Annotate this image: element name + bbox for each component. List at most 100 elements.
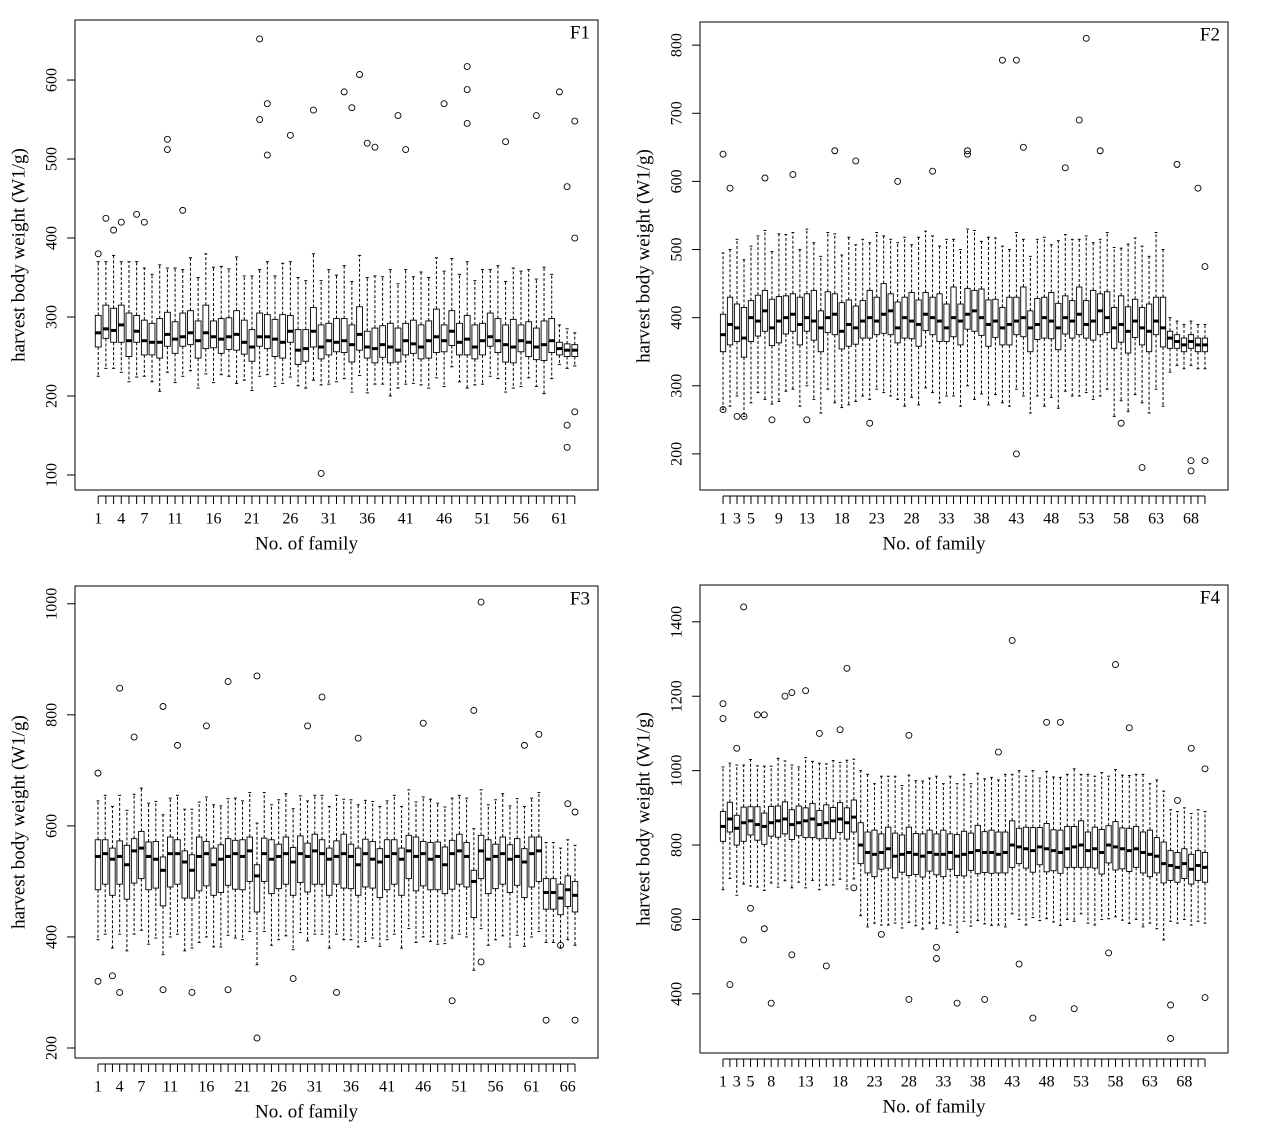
box: [929, 296, 936, 336]
x-tick-label: 51: [451, 1079, 467, 1096]
x-tick-label: 1: [719, 1074, 727, 1091]
x-axis-title: No. of family: [883, 1096, 986, 1117]
box: [1118, 295, 1125, 343]
outlier: [768, 416, 776, 424]
outlier: [964, 147, 971, 155]
outlier: [188, 989, 196, 996]
box: [354, 847, 362, 896]
box: [943, 303, 950, 342]
box: [479, 322, 486, 356]
box: [138, 830, 145, 880]
outlier: [256, 116, 264, 123]
box: [289, 847, 297, 896]
box: [733, 303, 741, 342]
y-tick-label: 200: [44, 384, 61, 408]
outlier: [163, 146, 171, 153]
y-tick-label: 600: [44, 814, 61, 838]
x-tick-label: 41: [379, 1079, 395, 1096]
x-tick-label: 51: [475, 511, 491, 528]
outlier: [371, 143, 379, 151]
outlier: [130, 733, 138, 741]
x-tick-label: 1: [94, 511, 102, 528]
box: [263, 314, 271, 350]
x-axis-title: No. of family: [255, 1101, 358, 1122]
box: [409, 319, 417, 354]
box: [363, 330, 371, 359]
outlier: [726, 184, 734, 192]
box: [145, 841, 152, 891]
y-tick-label: 800: [669, 33, 686, 57]
box: [325, 322, 333, 356]
box: [167, 836, 174, 888]
box: [1069, 300, 1076, 339]
outlier: [564, 800, 572, 808]
y-tick-label: 800: [44, 703, 61, 727]
box: [448, 839, 456, 890]
box: [992, 298, 999, 338]
box: [362, 838, 369, 888]
outlier: [740, 936, 748, 944]
y-tick-label: 600: [669, 907, 686, 931]
x-tick-label: 41: [398, 511, 414, 528]
box: [1048, 291, 1055, 340]
outlier: [767, 999, 775, 1007]
outlier: [953, 999, 961, 1007]
x-tick-label: 36: [359, 511, 375, 528]
box: [894, 301, 901, 344]
box: [830, 807, 837, 840]
box: [1064, 825, 1071, 868]
plot-frame: [74, 19, 599, 491]
outlier: [354, 734, 362, 742]
box: [525, 321, 533, 357]
outlier: [94, 769, 102, 777]
x-tick-label: 4: [117, 511, 125, 528]
box: [434, 841, 441, 891]
box: [148, 322, 156, 356]
box: [803, 293, 810, 332]
box: [94, 839, 102, 891]
box: [887, 293, 894, 336]
box: [217, 318, 225, 354]
box: [440, 324, 448, 353]
box: [494, 318, 502, 354]
box: [726, 296, 734, 346]
outlier: [1187, 457, 1195, 465]
y-axis-title: harvest body weight (W1/g): [8, 715, 29, 929]
outlier: [905, 995, 913, 1003]
box: [379, 325, 386, 358]
box: [164, 311, 171, 347]
box: [268, 839, 275, 895]
outlier: [1173, 160, 1181, 168]
x-tick-label: 3: [733, 511, 741, 528]
outlier: [822, 962, 830, 970]
box: [203, 840, 210, 887]
box: [761, 812, 768, 845]
box: [782, 295, 790, 335]
outlier: [803, 416, 811, 424]
box: [477, 834, 485, 880]
box: [873, 296, 880, 336]
outlier: [179, 206, 187, 214]
box: [802, 807, 809, 839]
box: [140, 319, 148, 356]
box: [174, 839, 181, 885]
x-tick-label: 28: [904, 511, 920, 528]
x-tick-label: 46: [436, 511, 452, 528]
outlier: [256, 35, 264, 43]
box: [1090, 289, 1097, 341]
box: [999, 306, 1006, 346]
x-tick-label: 48: [1043, 511, 1059, 528]
outlier: [402, 146, 410, 153]
outlier: [1012, 450, 1020, 458]
x-tick-label: 18: [834, 511, 850, 528]
box: [398, 847, 405, 896]
outlier: [1167, 1035, 1175, 1042]
outlier: [1201, 457, 1209, 465]
outlier: [1075, 116, 1083, 124]
box: [517, 324, 525, 353]
box: [256, 312, 264, 347]
box: [340, 833, 347, 889]
outlier: [1167, 1001, 1175, 1009]
box: [130, 838, 138, 884]
box: [326, 847, 333, 896]
